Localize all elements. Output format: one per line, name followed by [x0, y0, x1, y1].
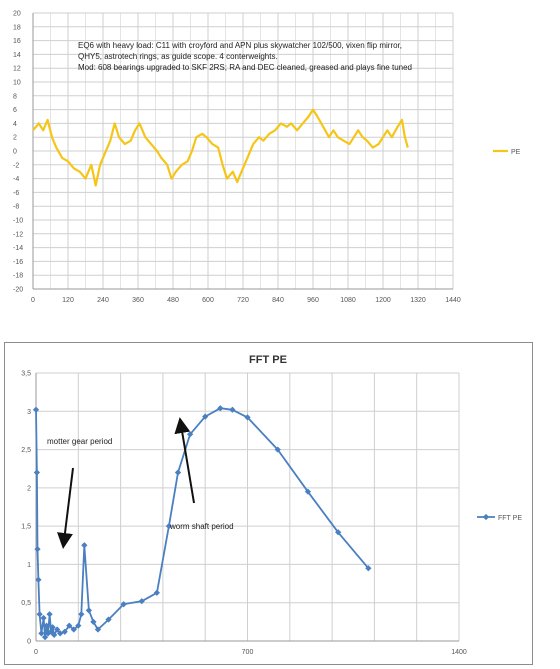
y-tick-label: 4 [13, 121, 17, 128]
y-tick-label: 10 [13, 80, 21, 87]
x-tick-label: 1320 [410, 297, 426, 304]
y-tick-label: 2 [13, 135, 17, 142]
x-tick-label: 1440 [445, 297, 461, 304]
y-tick-label: -20 [13, 287, 23, 294]
annotation-line: EQ6 with heavy load: C11 with croyford a… [78, 41, 402, 50]
y-tick-label: 0 [13, 149, 17, 156]
y-tick-label: -8 [13, 204, 19, 211]
y-tick-label: 2,5 [21, 447, 31, 454]
data-point [81, 542, 88, 549]
y-tick-label: 2 [27, 485, 31, 492]
data-point [85, 607, 92, 614]
annotation-worm-shaft-period: worm shaft period [169, 522, 234, 531]
y-tick-label: 0 [27, 639, 31, 646]
data-point [33, 469, 41, 476]
x-tick-label: 840 [272, 297, 284, 304]
x-tick-label: 700 [242, 649, 254, 656]
x-tick-label: 1400 [451, 649, 467, 656]
legend-swatch-marker [482, 513, 490, 521]
data-point [174, 469, 182, 476]
y-tick-label: 18 [13, 24, 21, 31]
y-tick-label: -18 [13, 273, 23, 280]
data-point [78, 611, 85, 618]
x-tick-label: 360 [132, 297, 144, 304]
y-tick-label: -12 [13, 231, 23, 238]
chart-title: FFT PE [249, 354, 287, 366]
y-tick-label: -4 [13, 176, 19, 183]
x-tick-label: 600 [202, 297, 214, 304]
arrow-worm-shaft [174, 417, 195, 504]
annotation-motor-gear-period: motter gear period [47, 437, 112, 446]
x-tick-label: 240 [97, 297, 109, 304]
annotation-line: Mod: 608 bearings upgraded to SKF 2RS; R… [78, 63, 412, 72]
data-point [34, 546, 41, 553]
y-tick-label: 1,5 [21, 524, 31, 531]
data-point [40, 614, 47, 622]
x-tick-label: 1080 [340, 297, 356, 304]
y-tick-label: 6 [13, 107, 17, 114]
arrow-motor-gear [57, 467, 74, 549]
x-tick-label: 960 [307, 297, 319, 304]
x-tick-label: 720 [237, 297, 249, 304]
x-tick-label: 1200 [375, 297, 391, 304]
series-line-fft-pe [35, 407, 370, 639]
y-tick-label: 20 [13, 11, 21, 18]
data-point [202, 413, 209, 420]
y-tick-label: -16 [13, 259, 23, 266]
x-tick-label: 0 [31, 297, 35, 304]
fft-chart: FFT PE 0 700 1400 3,5 3 2,5 2 1,5 1 0,5 0 FFT PE mott… [21, 354, 522, 656]
y-tick-label: -14 [13, 245, 23, 252]
legend-label: FFT PE [498, 515, 522, 522]
y-tick-label: 1 [27, 562, 31, 569]
data-point [32, 406, 40, 413]
data-point [165, 523, 173, 530]
x-tick-label: 0 [34, 649, 38, 656]
x-tick-label: 120 [62, 297, 74, 304]
data-point [46, 611, 53, 618]
y-tick-label: 12 [13, 66, 21, 73]
pe-chart: 0 120 240 360 480 600 720 840 960 1080 1200 1320 144… [13, 11, 521, 305]
data-point [229, 406, 236, 413]
y-tick-label: 0,5 [21, 600, 31, 607]
y-tick-label: 14 [13, 52, 21, 59]
y-tick-label: -2 [13, 162, 19, 169]
x-tick-label: 480 [167, 297, 179, 304]
legend-label: PE [511, 149, 521, 156]
y-tick-label: 3,5 [21, 371, 31, 378]
series-line-pe [32, 108, 409, 187]
fft-chart-panel: FFT PE 0 700 1400 3,5 3 2,5 2 1,5 1 0,5 0 FFT PE mott… [4, 342, 533, 665]
y-tick-label: 8 [13, 93, 17, 100]
annotation-line: QHY5, astrotech rings, as guide scope. 4… [78, 52, 278, 61]
y-tick-label: 16 [13, 38, 21, 45]
data-point [36, 611, 43, 618]
pe-chart-panel: 0 120 240 360 480 600 720 840 960 1080 1200 1320 144… [0, 0, 560, 312]
y-tick-label: -10 [13, 218, 23, 225]
y-tick-label: -6 [13, 190, 19, 197]
y-tick-label: 3 [27, 409, 31, 416]
